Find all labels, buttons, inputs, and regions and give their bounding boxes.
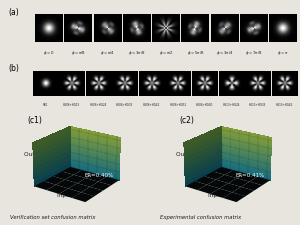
Text: (b): (b): [8, 64, 20, 73]
Text: SB1: SB1: [43, 102, 48, 106]
Text: HG06+HG15: HG06+HG15: [63, 102, 80, 106]
Text: HG06+HG42: HG06+HG42: [143, 102, 160, 106]
Text: $\phi$$=$$3\pi/4$: $\phi$$=$$3\pi/4$: [216, 48, 233, 56]
Text: $\phi$$=$$5\pi/8$: $\phi$$=$$5\pi/8$: [187, 48, 204, 56]
Text: (a): (a): [9, 8, 20, 17]
Text: $\phi$$=$$7\pi/8$: $\phi$$=$$7\pi/8$: [245, 48, 262, 56]
Text: HG06+HG33: HG06+HG33: [116, 102, 134, 106]
Text: HG06+HG51: HG06+HG51: [169, 102, 187, 106]
Text: $\phi$$=$$0$: $\phi$$=$$0$: [44, 48, 55, 56]
Text: $\phi$$=$$\pi/8$: $\phi$$=$$\pi/8$: [71, 48, 86, 56]
Text: $\phi$$=$$3\pi/8$: $\phi$$=$$3\pi/8$: [128, 48, 146, 56]
Text: $\phi$$=$$\pi/4$: $\phi$$=$$\pi/4$: [100, 48, 115, 56]
Text: HG06+HG24: HG06+HG24: [90, 102, 107, 106]
Text: HG15+HG42: HG15+HG42: [276, 102, 293, 106]
Text: (c2): (c2): [179, 116, 194, 125]
Text: (c1): (c1): [28, 116, 43, 125]
Text: Verification set confusion matrix: Verification set confusion matrix: [10, 214, 95, 219]
Text: HG15+HG33: HG15+HG33: [249, 102, 266, 106]
Text: Experimental confusion matrix: Experimental confusion matrix: [160, 214, 242, 219]
Text: $\phi$$=$$\pi/2$: $\phi$$=$$\pi/2$: [159, 48, 174, 56]
Text: HG06+HG60: HG06+HG60: [196, 102, 213, 106]
Text: $\phi$$=$$\pi$: $\phi$$=$$\pi$: [277, 48, 289, 56]
Text: HG13+HG24: HG13+HG24: [223, 102, 240, 106]
